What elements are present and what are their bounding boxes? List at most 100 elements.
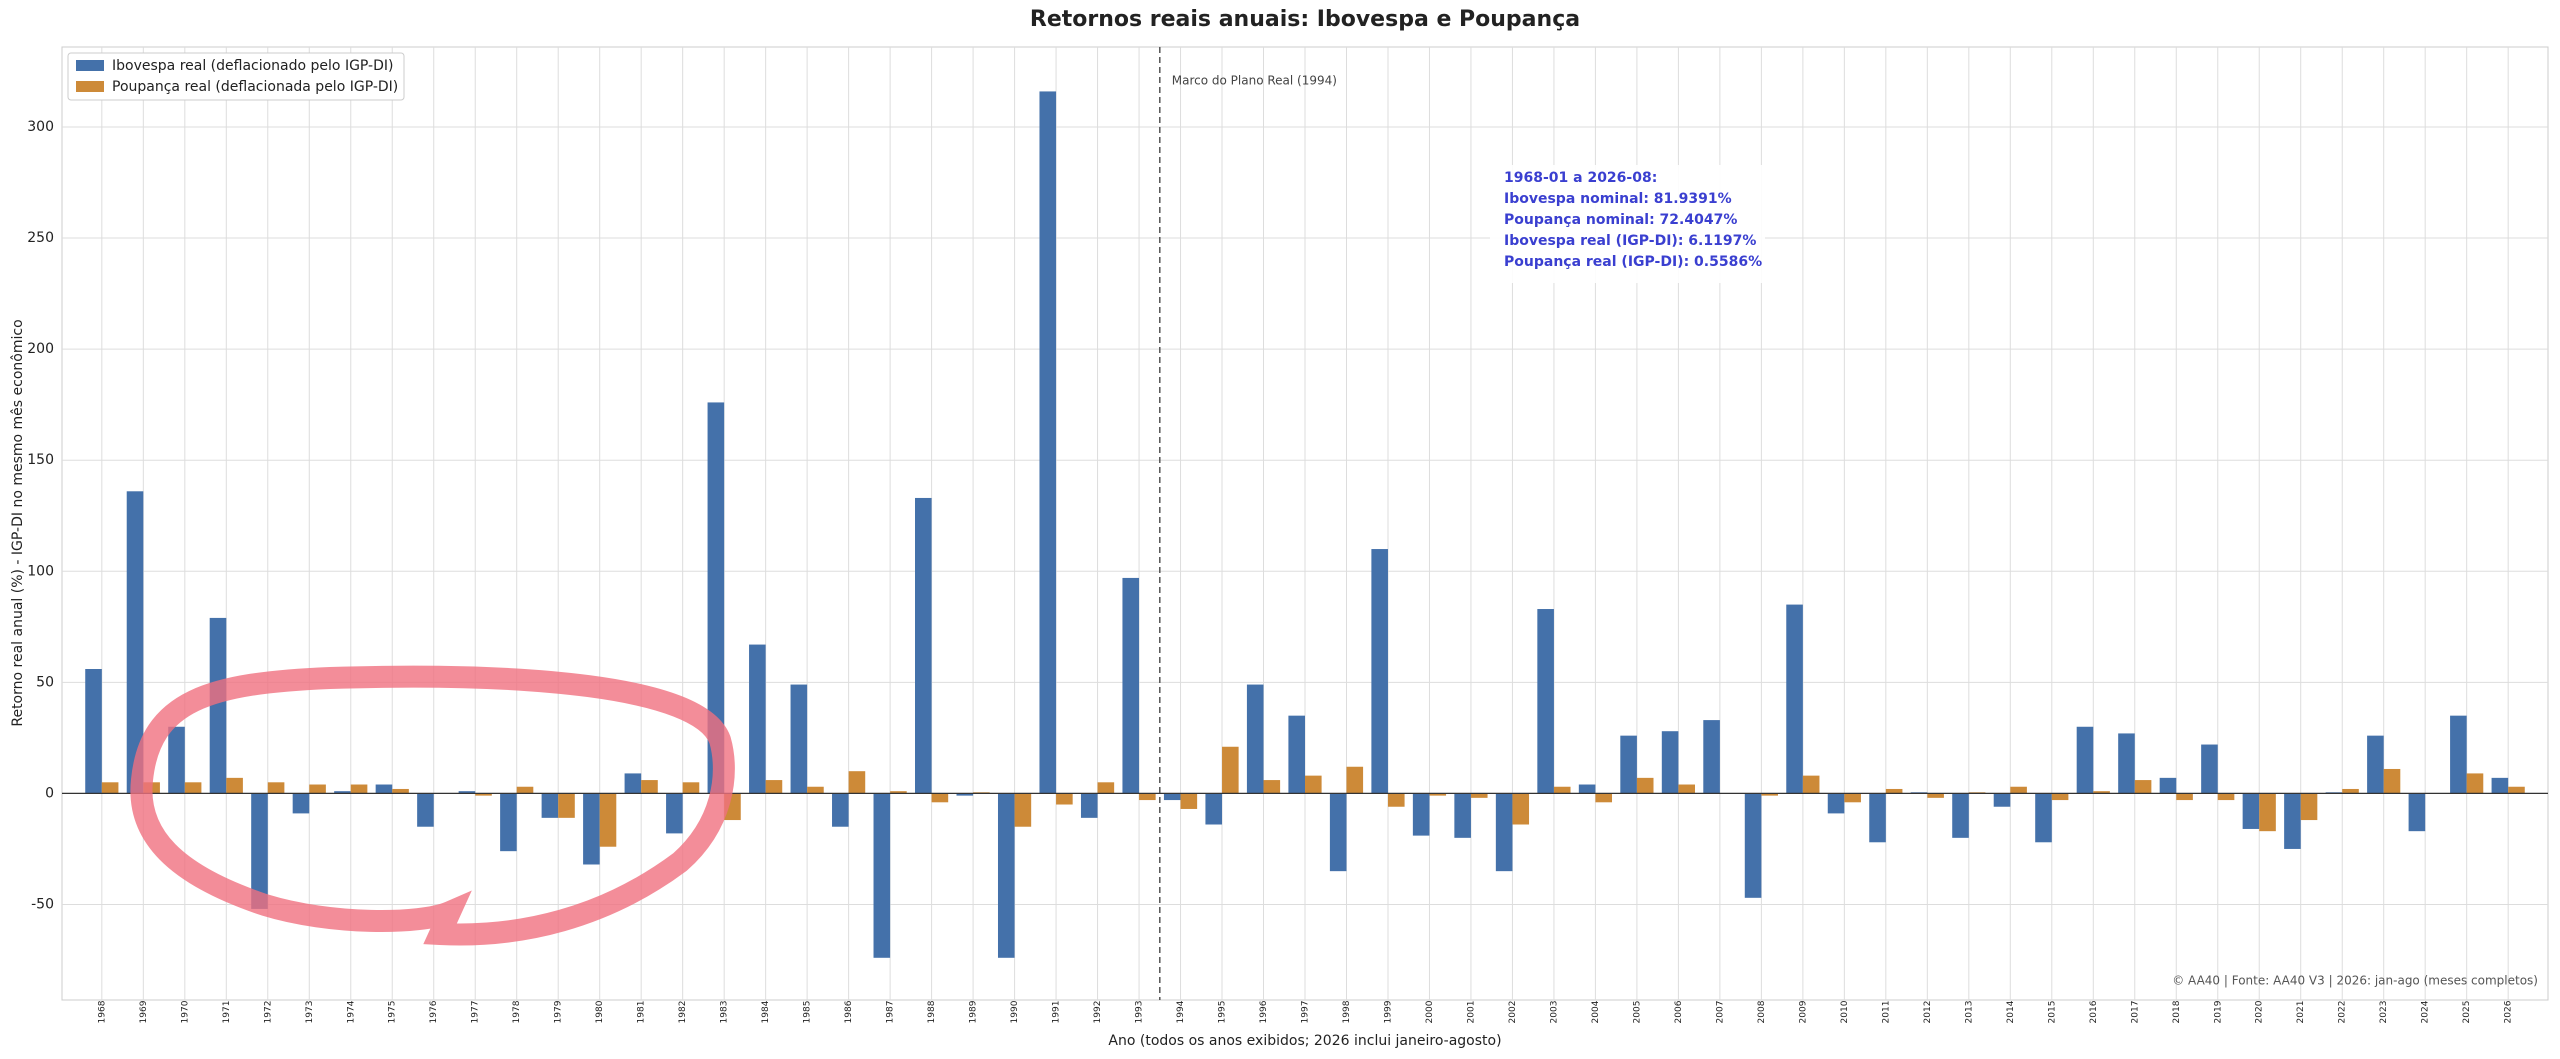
bar [267,782,285,794]
bar [1205,793,1223,825]
bar [2284,793,2301,849]
bar [392,788,409,794]
x-tick-label: 1975 [388,1001,398,1024]
bar [2300,793,2318,821]
bar [309,784,326,794]
bar [375,784,393,794]
y-axis-label: Retorno real anual (%) - IGP-DI no mesmo… [10,319,26,726]
bar [1703,720,1720,794]
hand-drawn-circle [130,665,735,946]
x-tick-label: 1991 [1052,1001,1062,1024]
x-tick-label: 1993 [1135,1001,1145,1024]
bar [226,777,243,794]
bar [583,793,600,865]
y-tick-label: 0 [45,785,54,801]
x-tick-label: 2018 [2172,1000,2182,1023]
bar [1246,684,1264,794]
x-tick-label: 2019 [2213,1000,2223,1023]
x-tick-label: 1984 [761,1000,771,1023]
bar [707,402,725,794]
bar [2076,726,2094,794]
bar [1056,793,1073,805]
bar [334,791,351,794]
bar [1039,91,1057,794]
bar [1288,715,1305,794]
y-tick-label: 100 [27,563,54,579]
legend-label: Ibovespa real (deflacionado pelo IGP-DI) [112,58,393,74]
bar [2367,735,2384,794]
bar [1927,793,1944,798]
info-line: Poupança nominal: 72.4047% [1504,212,1737,228]
bar [500,793,517,852]
bar [2408,793,2426,832]
info-line: Ibovespa nominal: 81.9391% [1504,191,1732,207]
bar [2342,788,2359,794]
info-box [1490,165,1765,283]
bar [2093,791,2110,794]
bar [168,726,185,794]
x-tick-label: 2012 [1923,1001,1933,1024]
x-tick-label: 2023 [2379,1001,2389,1024]
x-tick-label: 1971 [222,1001,232,1024]
bar [1636,777,1654,794]
x-tick-label: 1985 [803,1001,813,1024]
bar [997,793,1015,958]
bar [184,782,202,794]
bar [1761,793,1778,796]
bar [558,793,575,818]
x-tick-label: 2025 [2462,1001,2472,1024]
x-tick-label: 1969 [139,1000,149,1023]
x-tick-label: 1990 [1010,1000,1020,1023]
bar [1952,793,1969,838]
x-tick-label: 1982 [678,1001,688,1024]
x-tick-label: 2004 [1591,1000,1601,1023]
bar [641,780,658,794]
bar [1080,793,1098,818]
x-tick-label: 1981 [637,1001,647,1024]
bar [2051,793,2069,801]
bar [682,782,700,794]
info-line: Poupança real (IGP-DI): 0.5586% [1504,254,1762,270]
y-tick-label: 150 [27,452,54,468]
x-tick-label: 2017 [2130,1001,2140,1024]
x-tick-label: 2011 [1881,1001,1891,1024]
bar [101,782,119,794]
x-tick-label: 1974 [346,1000,356,1023]
bar [1993,793,2011,807]
x-tick-label: 1998 [1342,1000,1352,1023]
bar [2217,793,2235,801]
x-tick-label: 1976 [429,1000,439,1023]
bar [2118,733,2135,794]
bar [1180,793,1198,809]
bar [1661,731,1679,794]
x-tick-label: 2001 [1466,1001,1476,1024]
chart-title: Retornos reais anuais: Ibovespa e Poupan… [1030,7,1580,32]
bar [2159,777,2177,794]
bar [1595,793,1613,803]
bar [1578,784,1596,794]
x-tick-label: 1988 [927,1000,937,1023]
bar [1744,793,1762,898]
x-tick-label: 1973 [305,1001,315,1024]
x-tick-label: 2022 [2338,1001,2348,1024]
x-tick-label: 1979 [554,1000,564,1023]
bar [848,771,866,794]
x-tick-label: 2016 [2089,1000,2099,1023]
bar [1412,793,1430,836]
x-tick-label: 2015 [2047,1001,2057,1024]
bar [1014,793,1032,827]
bar [458,791,476,794]
x-tick-label: 2013 [1964,1001,1974,1024]
y-tick-label: 300 [27,119,54,135]
bar [2242,793,2260,829]
bar [2010,786,2027,794]
bar [832,793,849,827]
bar [1329,793,1347,872]
bar [1786,604,1803,794]
bar [2466,773,2484,794]
bar [1470,793,1488,798]
bar [417,793,434,827]
x-tick-label: 2002 [1508,1001,1518,1024]
x-tick-label: 2026 [2504,1000,2514,1023]
